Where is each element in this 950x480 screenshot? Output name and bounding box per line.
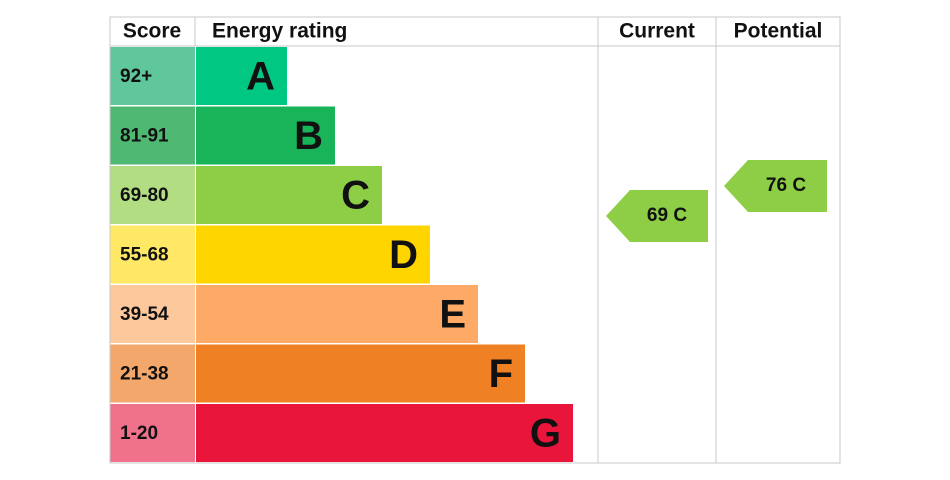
score-cell	[110, 285, 195, 343]
header-score: Score	[123, 20, 181, 43]
rating-letter: D	[389, 233, 418, 277]
score-cell	[110, 166, 195, 224]
rating-letter: E	[439, 292, 466, 336]
score-label: 81-91	[120, 125, 169, 146]
potential-arrow	[724, 160, 827, 212]
rating-letter: B	[294, 114, 323, 158]
score-label: 69-80	[120, 185, 169, 206]
rating-bar	[196, 106, 335, 165]
header-potential: Potential	[734, 20, 823, 43]
score-cell	[110, 344, 195, 403]
header-rating: Energy rating	[212, 20, 347, 43]
bands: 92+ A 81-91 B 69-80 C 55-68 D 39-54 E 21-38 F 1-20 G	[110, 47, 573, 462]
rating-letter: C	[341, 173, 370, 217]
rating-bar	[196, 344, 525, 403]
score-cell	[110, 106, 195, 165]
rating-bar	[196, 166, 382, 224]
potential-label: 76 C	[766, 175, 806, 196]
score-label: 92+	[120, 66, 152, 87]
score-cell	[110, 47, 195, 105]
header-current: Current	[619, 20, 695, 43]
rating-bar	[196, 47, 287, 105]
current-label: 69 C	[647, 205, 687, 226]
score-cell	[110, 225, 195, 284]
score-label: 55-68	[120, 244, 169, 265]
score-label: 1-20	[120, 423, 158, 444]
rating-letter: G	[530, 411, 561, 455]
current-arrow	[606, 190, 708, 242]
rating-bar	[196, 285, 478, 343]
rating-letter: F	[489, 352, 513, 396]
rating-bar	[196, 225, 430, 284]
rating-letter: A	[246, 54, 275, 98]
score-label: 39-54	[120, 304, 169, 325]
score-label: 21-38	[120, 363, 169, 384]
rating-bar	[196, 404, 573, 462]
score-cell	[110, 404, 195, 462]
